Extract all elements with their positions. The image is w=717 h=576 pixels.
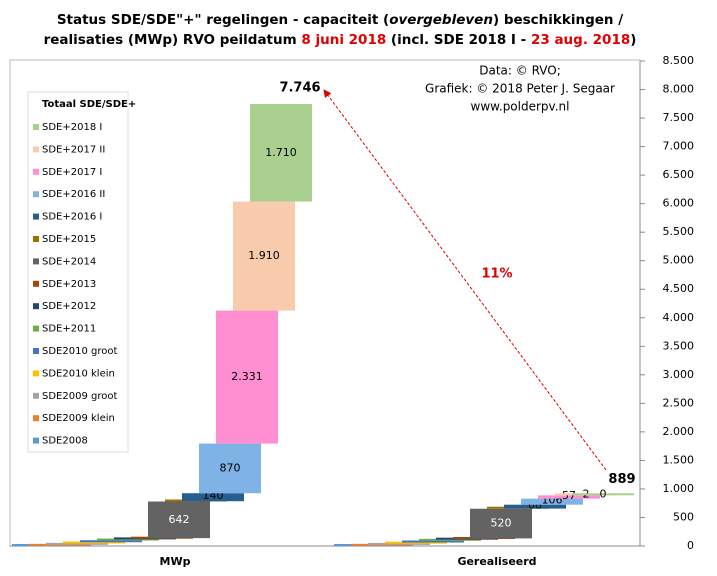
- bar: [521, 498, 583, 505]
- legend-label: SDE2009 klein: [42, 413, 115, 424]
- source: Data: © RVO;: [479, 64, 561, 78]
- legend-marker: [33, 258, 39, 265]
- bar: [233, 201, 295, 311]
- legend-label: SDE2009 groot: [42, 391, 117, 402]
- y-tick-label: 3.000: [663, 368, 695, 381]
- y-tick-label: 4.500: [663, 282, 695, 295]
- bar: [504, 504, 566, 509]
- title-segment: (incl. SDE 2018 I -: [386, 32, 531, 48]
- y-tick-label: 500: [673, 510, 694, 523]
- value-label: 0: [600, 487, 607, 500]
- x-tick-label: Gerealiseerd: [457, 555, 536, 568]
- title-segment: 23 aug. 2018: [531, 32, 630, 48]
- chart-title: realisaties (MWp) RVO peildatum 8 juni 2…: [44, 32, 637, 48]
- bar: [419, 538, 481, 541]
- legend-marker: [33, 303, 39, 310]
- legend-marker: [33, 392, 39, 399]
- y-tick-label: 7.000: [663, 140, 695, 153]
- value-label: 1.910: [248, 249, 280, 262]
- x-tick-label: MWp: [160, 555, 191, 568]
- legend-marker: [33, 191, 39, 198]
- arrow: [323, 89, 607, 471]
- title-segment: ): [630, 32, 636, 48]
- y-tick-label: 2.000: [663, 425, 695, 438]
- title-segment: realisaties (MWp) RVO peildatum: [44, 32, 302, 48]
- y-tick-label: 4.000: [663, 311, 695, 324]
- bar: [46, 542, 108, 545]
- legend-label: SDE+2014: [42, 256, 96, 267]
- title-segment: 8 juni 2018: [301, 32, 386, 48]
- legend-label: SDE+2016 I: [42, 212, 102, 223]
- bar: [250, 104, 312, 202]
- bar: [385, 541, 447, 544]
- legend-marker: [33, 348, 39, 354]
- bar: [216, 310, 278, 444]
- legend-title: Totaal SDE/SDE+: [42, 99, 136, 110]
- y-tick-label: 6.500: [663, 168, 695, 181]
- bar: [402, 540, 464, 543]
- legend-label: SDE+2018 I: [42, 122, 102, 133]
- legend-label: SDE+2012: [42, 301, 96, 312]
- bar: [572, 493, 634, 496]
- legend-marker: [33, 236, 39, 242]
- y-tick-label: 3.500: [663, 339, 695, 352]
- y-tick-label: 5.500: [663, 225, 695, 238]
- total-label: 7.746: [279, 81, 320, 96]
- legend-label: SDE+2017 II: [42, 144, 105, 155]
- title-segment: overgebleven: [389, 12, 493, 28]
- y-tick-label: 8.000: [663, 83, 695, 96]
- legend-marker: [33, 370, 39, 377]
- legend-label: SDE+2015: [42, 234, 96, 245]
- y-tick-label: 8.500: [663, 54, 695, 67]
- source: www.polderpv.nl: [471, 100, 570, 114]
- legend-label: SDE+2013: [42, 279, 96, 290]
- y-tick-label: 7.500: [663, 111, 695, 124]
- bar: [63, 541, 125, 544]
- legend-label: SDE2010 klein: [42, 368, 115, 379]
- y-tick-label: 2.500: [663, 396, 695, 409]
- source: Grafiek: © 2018 Peter J. Segaar: [425, 82, 615, 96]
- legend-label: SDE+2016 II: [42, 189, 105, 200]
- title-segment: Status SDE/SDE"+" regelingen - capacitei…: [57, 12, 389, 28]
- y-tick-label: 1.500: [663, 453, 695, 466]
- bar: [148, 501, 210, 539]
- chart-title: Status SDE/SDE"+" regelingen - capacitei…: [57, 12, 623, 28]
- legend-marker: [33, 213, 39, 220]
- legend-marker: [33, 280, 39, 287]
- legend-label: SDE+2011: [42, 324, 96, 335]
- legend-marker: [33, 437, 39, 444]
- annotation: 11%: [481, 267, 512, 282]
- legend-marker: [33, 325, 39, 332]
- value-label: 1.710: [265, 146, 297, 159]
- bar: [538, 495, 600, 499]
- legend-label: SDE+2017 I: [42, 167, 102, 178]
- legend-marker: [33, 415, 39, 422]
- y-tick-label: 0: [687, 539, 694, 552]
- y-tick-label: 6.000: [663, 197, 695, 210]
- value-label: 520: [491, 517, 512, 530]
- bar: [182, 493, 244, 502]
- legend-marker: [33, 146, 39, 153]
- legend-marker: [33, 168, 39, 175]
- title-segment: ) beschikkingen /: [493, 12, 623, 28]
- legend-marker: [33, 124, 39, 130]
- bar: [470, 508, 532, 539]
- bar: [199, 443, 261, 494]
- y-tick-label: 1.000: [663, 482, 695, 495]
- legend-label: SDE2010 groot: [42, 346, 117, 357]
- bar: [368, 542, 430, 545]
- bar: [80, 540, 142, 543]
- legend-label: SDE2008: [42, 436, 88, 447]
- legend-frame: [27, 91, 129, 453]
- y-tick-label: 5.000: [663, 254, 695, 267]
- value-label: 870: [220, 461, 241, 474]
- value-label: 2.331: [231, 370, 263, 383]
- value-label: 57: [562, 489, 576, 502]
- total-label: 889: [608, 472, 635, 487]
- value-label: 642: [169, 513, 190, 526]
- bar: [97, 538, 159, 541]
